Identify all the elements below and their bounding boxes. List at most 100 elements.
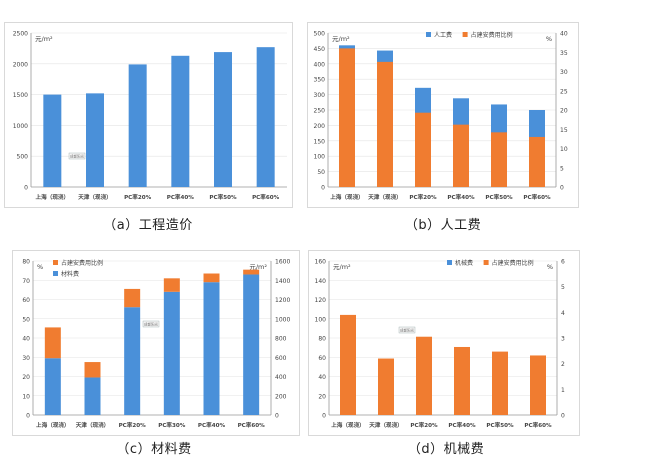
- legend-label: 占建安费用比例: [492, 259, 534, 267]
- y2-tick-label: 0: [275, 413, 279, 420]
- chart-d: 0 20 40 60 80 100 120 140 160 0 1 2 3 4 5 6 元/m² % 上海（现浇） 天…: [315, 259, 565, 430]
- x-tick-label: PC率40%: [448, 421, 476, 429]
- bar-blue: [84, 377, 101, 415]
- y2-tick-label: 1000: [275, 316, 290, 323]
- y2-tick-label: 600: [275, 355, 287, 362]
- y-tick-label: 250: [314, 108, 326, 115]
- bar-orange: [203, 273, 220, 283]
- bar-blue: [86, 93, 104, 187]
- legend-label: 人工费: [434, 31, 452, 39]
- bar-blue: [163, 291, 180, 415]
- bar-orange: [339, 48, 355, 188]
- y2-tick-label: 40: [560, 31, 568, 38]
- x-tick-label: 天津（现浇）: [368, 193, 402, 201]
- watermark-text: 成都阳光: [400, 328, 414, 333]
- legend-swatch: [483, 260, 489, 265]
- caption-a: （a）工程造价: [103, 218, 193, 233]
- y2-tick-label: 1600: [275, 259, 290, 266]
- y-tick-label: 0: [321, 185, 325, 192]
- bar-blue: [214, 52, 232, 187]
- y2-tick-label: 35: [560, 50, 568, 57]
- x-tick-label: PC率60%: [523, 193, 551, 201]
- y2-unit-label: 元/m²: [249, 263, 267, 271]
- bar-blue: [203, 282, 220, 415]
- legend-swatch: [426, 32, 431, 37]
- y-tick-label: 70: [22, 278, 30, 285]
- y-tick-label: 20: [22, 374, 30, 381]
- y-tick-label: 10: [22, 393, 30, 400]
- x-tick-label: PC率20%: [124, 193, 152, 201]
- y2-tick-label: 5: [561, 284, 565, 291]
- x-tick-label: PC率40%: [167, 193, 195, 201]
- legend-swatch: [53, 271, 58, 276]
- x-tick-label: 上海（现浇）: [36, 421, 70, 429]
- bar-orange: [377, 61, 393, 187]
- x-tick-label: PC率60%: [238, 421, 266, 429]
- x-tick-label: 天津（现浇）: [369, 421, 403, 429]
- y-tick-label: 400: [314, 61, 326, 68]
- x-tick-label: PC率50%: [485, 193, 513, 201]
- y-tick-label: 0: [322, 413, 326, 420]
- y-tick-label: 100: [315, 316, 327, 323]
- y2-tick-label: 0: [561, 413, 565, 420]
- watermark-stamp: [68, 152, 86, 160]
- y2-tick-label: 25: [560, 88, 568, 95]
- bar-blue: [124, 307, 141, 415]
- bar-orange: [530, 355, 546, 415]
- y-tick-label: 50: [317, 169, 325, 176]
- x-tick-label: PC率20%: [119, 421, 147, 429]
- bar-orange: [163, 278, 180, 292]
- x-tick-label: PC率20%: [409, 193, 437, 201]
- x-tick-label: 上海（现浇）: [330, 193, 364, 201]
- bar-orange: [44, 327, 61, 359]
- y2-tick-label: 5: [560, 165, 564, 172]
- bar-orange: [243, 269, 260, 275]
- y-tick-label: 2000: [13, 61, 28, 68]
- legend-label: 占建安费用比例: [471, 31, 513, 39]
- y2-unit-label: %: [546, 35, 552, 43]
- bar-orange: [340, 314, 356, 415]
- y-tick-label: 1000: [13, 123, 28, 130]
- bar-orange: [415, 112, 431, 187]
- y-tick-label: 80: [22, 259, 30, 266]
- x-tick-label: 上海（现浇）: [331, 421, 365, 429]
- y2-tick-label: 2: [561, 361, 565, 368]
- x-tick-label: PC率60%: [252, 193, 280, 201]
- x-tick-label: PC率40%: [447, 193, 475, 201]
- y-tick-label: 2500: [13, 31, 28, 38]
- x-tick-label: PC率50%: [209, 193, 237, 201]
- bar-orange: [84, 362, 101, 378]
- y-tick-label: 500: [314, 31, 326, 38]
- chart-c: 0102030405060708002004006008001000120014…: [22, 259, 290, 430]
- y-tick-label: 30: [22, 355, 30, 362]
- y2-tick-label: 6: [561, 259, 565, 266]
- y-tick-label: 450: [314, 46, 326, 53]
- x-tick-label: PC率50%: [486, 421, 514, 429]
- bar-blue: [256, 47, 275, 187]
- bar-blue: [43, 94, 62, 187]
- y-tick-label: 40: [22, 336, 30, 343]
- chart-panel-a: 0 500 1000 1500 2000 2500 元/m² 上海（现浇） 天津（现浇） PC率2…: [4, 22, 293, 208]
- chart-panel-c: 0 10 20 30 40 50 60 70 80 0 200 400 600 800 1000 1200 14…: [12, 250, 300, 436]
- bar-blue: [171, 55, 190, 188]
- watermark-stamp: [142, 320, 160, 328]
- bar-blue: [44, 358, 61, 415]
- y-tick-label: 300: [314, 92, 326, 99]
- y-tick-label: 200: [314, 123, 326, 130]
- y2-tick-label: 30: [560, 69, 568, 76]
- y-tick-label: 0: [26, 413, 30, 420]
- y2-tick-label: 400: [275, 374, 287, 381]
- bar-orange: [491, 132, 507, 187]
- y-tick-label: 500: [17, 154, 29, 161]
- y-tick-label: 60: [318, 355, 326, 362]
- bar-orange: [416, 336, 432, 415]
- y-tick-label: 140: [315, 278, 327, 285]
- y2-tick-label: 3: [561, 336, 565, 343]
- caption-d: （d）机械费: [407, 442, 485, 457]
- y2-unit-label: %: [547, 263, 553, 271]
- y2-tick-label: 20: [560, 108, 568, 115]
- bar-blue: [128, 64, 147, 187]
- legend-label: 材料费: [61, 270, 79, 278]
- x-tick-label: PC率20%: [410, 421, 438, 429]
- legend-swatch: [462, 32, 468, 37]
